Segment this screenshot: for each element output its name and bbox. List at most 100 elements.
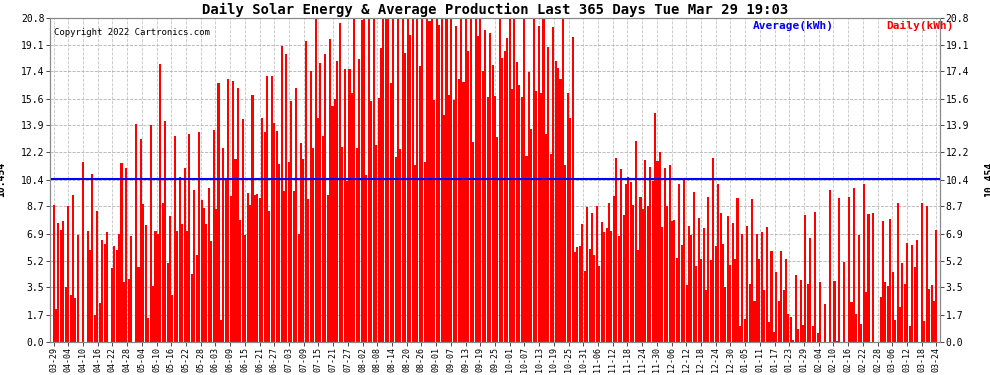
Bar	[656, 160, 658, 342]
Bar	[409, 35, 411, 342]
Bar	[785, 259, 787, 342]
Bar	[441, 18, 443, 342]
Bar	[663, 168, 666, 342]
Bar	[666, 206, 668, 342]
Bar	[593, 255, 595, 342]
Bar	[52, 206, 54, 342]
Bar	[121, 163, 123, 342]
Bar	[695, 267, 697, 342]
Bar	[414, 165, 416, 342]
Bar	[431, 18, 433, 342]
Bar	[514, 18, 516, 342]
Bar	[727, 216, 729, 342]
Bar	[164, 121, 166, 342]
Bar	[817, 333, 819, 342]
Bar	[765, 228, 767, 342]
Bar	[312, 148, 314, 342]
Bar	[247, 193, 248, 342]
Bar	[544, 134, 546, 342]
Bar	[315, 18, 317, 342]
Bar	[746, 226, 748, 342]
Bar	[489, 33, 491, 342]
Bar	[380, 48, 382, 342]
Bar	[149, 125, 151, 342]
Bar	[298, 234, 300, 342]
Bar	[552, 27, 554, 342]
Bar	[104, 244, 106, 342]
Bar	[775, 272, 777, 342]
Bar	[300, 142, 302, 342]
Bar	[339, 23, 341, 342]
Bar	[693, 192, 695, 342]
Bar	[839, 198, 841, 342]
Bar	[355, 148, 357, 342]
Bar	[705, 290, 707, 342]
Bar	[263, 132, 265, 342]
Bar	[176, 231, 178, 342]
Bar	[421, 18, 424, 342]
Bar	[64, 287, 66, 342]
Bar	[737, 198, 739, 342]
Bar	[521, 97, 523, 342]
Bar	[283, 191, 285, 342]
Bar	[630, 182, 632, 342]
Bar	[143, 204, 145, 342]
Bar	[57, 223, 59, 342]
Title: Daily Solar Energy & Average Production Last 365 Days Tue Mar 29 19:03: Daily Solar Energy & Average Production …	[202, 3, 788, 17]
Bar	[541, 93, 543, 342]
Bar	[780, 251, 782, 342]
Bar	[477, 36, 479, 342]
Text: 10.454: 10.454	[0, 161, 6, 196]
Bar	[855, 314, 857, 342]
Bar	[196, 255, 198, 342]
Bar	[760, 232, 763, 342]
Bar	[671, 221, 673, 342]
Bar	[181, 224, 183, 342]
Bar	[188, 134, 190, 342]
Bar	[342, 147, 344, 342]
Bar	[280, 46, 282, 342]
Bar	[266, 76, 268, 342]
Bar	[116, 250, 118, 342]
Bar	[72, 195, 74, 342]
Bar	[395, 157, 397, 342]
Bar	[557, 68, 559, 342]
Bar	[285, 54, 287, 342]
Bar	[382, 18, 384, 342]
Bar	[715, 246, 717, 342]
Bar	[528, 72, 530, 342]
Bar	[424, 162, 426, 342]
Bar	[474, 18, 476, 342]
Bar	[812, 326, 814, 342]
Bar	[275, 131, 278, 342]
Bar	[574, 252, 576, 342]
Bar	[676, 258, 678, 342]
Bar	[909, 326, 911, 342]
Bar	[161, 203, 163, 342]
Bar	[569, 118, 571, 342]
Bar	[902, 264, 904, 342]
Bar	[598, 266, 600, 342]
Bar	[444, 116, 446, 342]
Bar	[191, 273, 193, 342]
Bar	[872, 213, 874, 342]
Bar	[700, 259, 702, 342]
Bar	[499, 18, 501, 342]
Bar	[690, 235, 692, 342]
Bar	[156, 234, 159, 342]
Bar	[531, 129, 533, 342]
Bar	[642, 209, 644, 342]
Bar	[608, 203, 610, 342]
Bar	[86, 231, 88, 342]
Bar	[268, 210, 270, 342]
Bar	[862, 183, 864, 342]
Bar	[782, 290, 785, 342]
Bar	[462, 82, 464, 342]
Bar	[538, 26, 540, 342]
Bar	[131, 236, 133, 342]
Bar	[399, 149, 402, 342]
Text: 10.454: 10.454	[984, 161, 990, 196]
Bar	[472, 142, 474, 342]
Bar	[295, 88, 297, 342]
Bar	[145, 225, 147, 342]
